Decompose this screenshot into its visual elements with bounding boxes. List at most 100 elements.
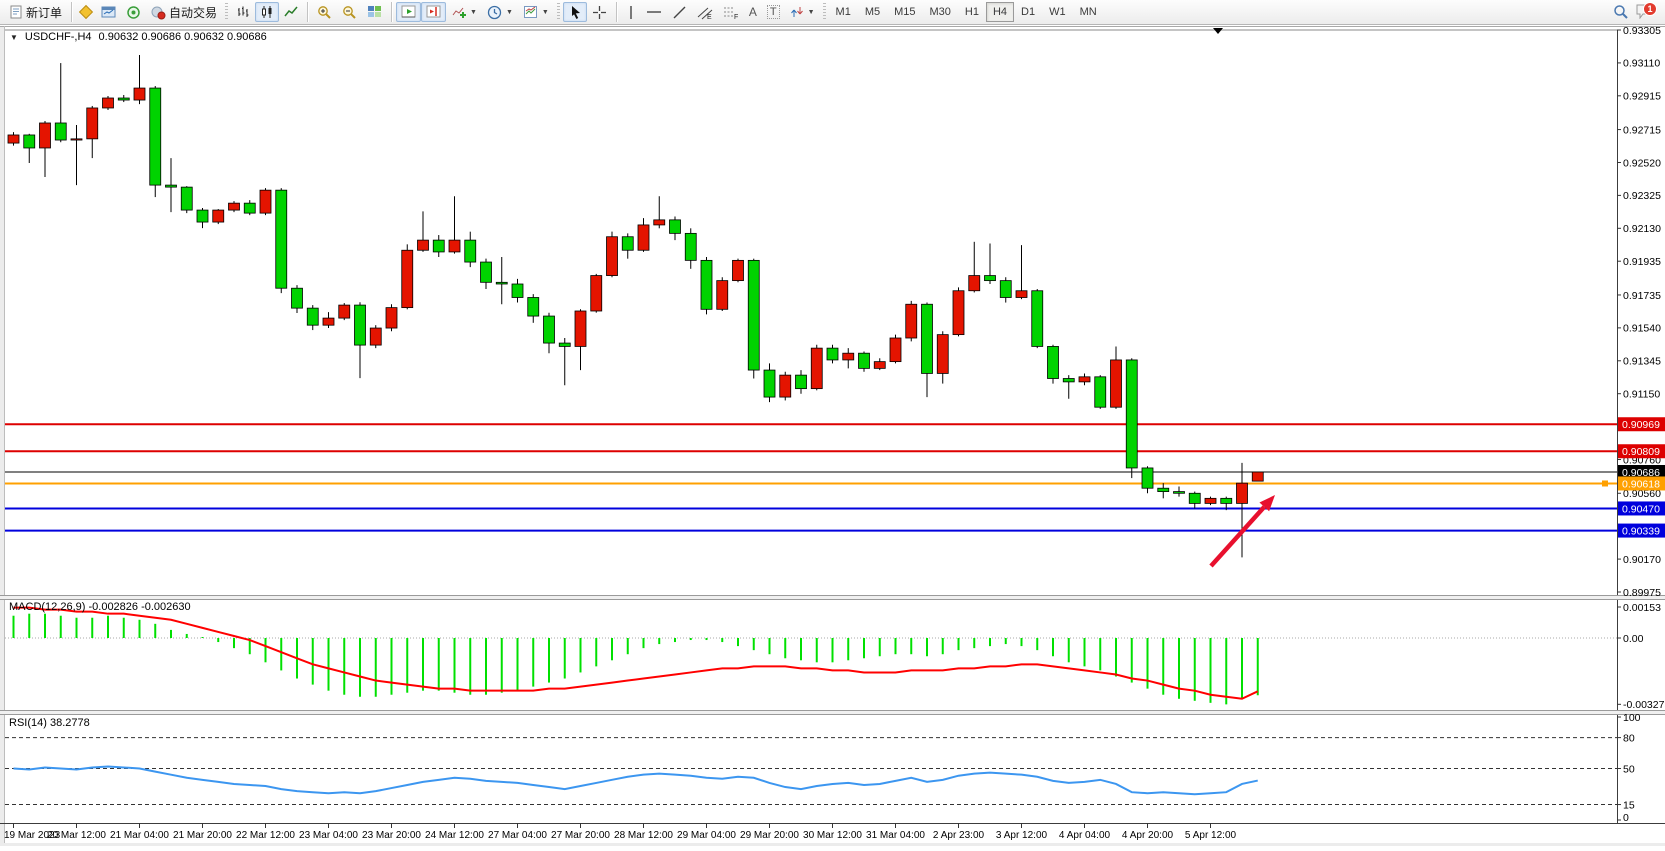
fibonacci-button[interactable]: F [718,2,744,22]
svg-text:0.92715: 0.92715 [1623,124,1661,136]
svg-text:0.00: 0.00 [1623,633,1644,645]
zoom-in-button[interactable] [312,2,337,22]
line-chart-button[interactable] [279,2,303,22]
macd-indicator-label: MACD(12,26,9) -0.002826 -0.002630 [9,601,191,613]
line-handle[interactable] [1602,480,1608,487]
toolbar-separator [307,2,309,22]
channel-icon: E [697,7,713,20]
crosshair-button[interactable] [587,2,612,22]
svg-text:0.90809: 0.90809 [1622,446,1660,458]
timeframe-d1-button[interactable]: D1 [1021,6,1036,18]
rsi-indicator-label: RSI(14) 38.2778 [9,717,90,729]
crosshair-icon [592,5,606,19]
svg-text:4 Apr 20:00: 4 Apr 20:00 [1122,830,1174,841]
arrows-button[interactable]: ▼ [785,2,820,22]
shift-marker-icon[interactable] [1213,28,1223,34]
svg-text:0.91935: 0.91935 [1623,256,1661,268]
text-icon: A [748,5,757,19]
auto-scroll-button[interactable] [396,2,422,22]
price-badge [1618,465,1665,480]
trendline-button[interactable] [667,2,692,22]
label-button[interactable]: T [762,2,785,22]
svg-text:80: 80 [1623,732,1635,744]
svg-text:0.90470: 0.90470 [1622,503,1660,515]
new-order-icon [10,5,22,19]
channel-button[interactable]: E [692,2,718,22]
autotrading-button[interactable]: 自动交易 [146,2,222,22]
templates-button[interactable]: ▼ [518,2,554,22]
market-watch-button[interactable] [96,2,121,22]
zoom-out-button[interactable] [337,2,362,22]
candlestick-chart-icon [262,6,272,18]
new-order-button[interactable]: 新订单 [4,2,67,22]
svg-text:15: 15 [1623,799,1635,811]
timeframe-m15-button[interactable]: M15 [894,6,916,18]
chevron-down-icon[interactable]: ▼ [10,32,18,42]
timeframe-m5-button[interactable]: M5 [864,6,881,18]
svg-text:100: 100 [1623,712,1641,724]
text-button[interactable]: A [744,2,762,22]
templates-icon [523,6,537,18]
fibonacci-icon: F [723,7,738,20]
timeframe-h1-button[interactable]: H1 [964,6,979,18]
mql-market-button[interactable] [76,2,96,22]
svg-text:0.93110: 0.93110 [1623,58,1660,70]
tile-windows-icon [368,6,382,17]
data-window-icon [127,5,140,19]
market-watch-icon [101,6,116,18]
svg-text:30 Mar 12:00: 30 Mar 12:00 [803,830,862,841]
tile-windows-button[interactable] [362,2,387,22]
notifications-button[interactable]: 1 [1635,2,1657,21]
svg-text:2 Apr 23:00: 2 Apr 23:00 [933,830,985,841]
symbol-ohlc-line: ▼ USDCHF-,H4 0.90632 0.90686 0.90632 0.9… [10,31,267,43]
timeframe-mn-button[interactable]: MN [1079,6,1097,18]
svg-text:50: 50 [1623,763,1635,775]
bar-chart-icon [238,6,249,17]
candlesticks [7,54,1264,558]
svg-text:4 Apr 04:00: 4 Apr 04:00 [1059,830,1111,841]
candlestick-chart-button[interactable] [255,2,280,22]
periods-icon [487,5,502,19]
svg-text:0.92520: 0.92520 [1623,157,1661,169]
periods-button[interactable]: ▼ [482,2,518,22]
timeframe-w1-button[interactable]: W1 [1049,6,1066,18]
svg-text:-0.003273: -0.003273 [1623,699,1665,711]
price-badge [1618,476,1665,491]
price-badge [1618,523,1665,538]
timeframe-h4-button[interactable]: H4 [985,2,1015,22]
chart-shift-icon [426,5,441,18]
zoom-in-icon [318,5,331,19]
line-chart-icon [284,6,298,17]
svg-text:0.92130: 0.92130 [1623,223,1661,235]
svg-text:21 Mar 04:00: 21 Mar 04:00 [110,830,169,841]
svg-text:0.91540: 0.91540 [1623,323,1661,335]
svg-text:29 Mar 20:00: 29 Mar 20:00 [740,830,799,841]
chevron-down-icon: ▼ [807,8,815,16]
toolbar-separator [71,2,73,22]
cursor-button[interactable] [562,2,587,22]
trend-arrow-annotation[interactable] [1209,495,1275,568]
svg-text:0.91345: 0.91345 [1623,356,1661,368]
chevron-down-icon: ▼ [541,8,549,16]
svg-text:27 Mar 20:00: 27 Mar 20:00 [551,830,610,841]
svg-text:0.90560: 0.90560 [1623,488,1661,500]
timeframe-m30-button[interactable]: M30 [929,6,951,18]
svg-text:0.89975: 0.89975 [1623,587,1661,599]
svg-text:3 Apr 12:00: 3 Apr 12:00 [996,830,1048,841]
horizontal-price-lines[interactable] [5,423,1617,532]
svg-text:24 Mar 12:00: 24 Mar 12:00 [425,830,484,841]
notification-count-badge: 1 [1643,2,1657,16]
vertical-line-button[interactable] [621,2,641,22]
indicators-icon [452,7,467,18]
autotrading-icon [151,6,166,19]
svg-text:0.90170: 0.90170 [1623,554,1661,566]
timeframe-m1-button[interactable]: M1 [835,6,851,18]
indicators-button[interactable]: ▼ [446,2,482,22]
search-icon[interactable] [1613,4,1629,20]
horizontal-line-button[interactable] [641,2,667,22]
bar-chart-button[interactable] [231,2,255,22]
data-window-button[interactable] [121,2,146,22]
chart-shift-button[interactable] [421,2,447,22]
